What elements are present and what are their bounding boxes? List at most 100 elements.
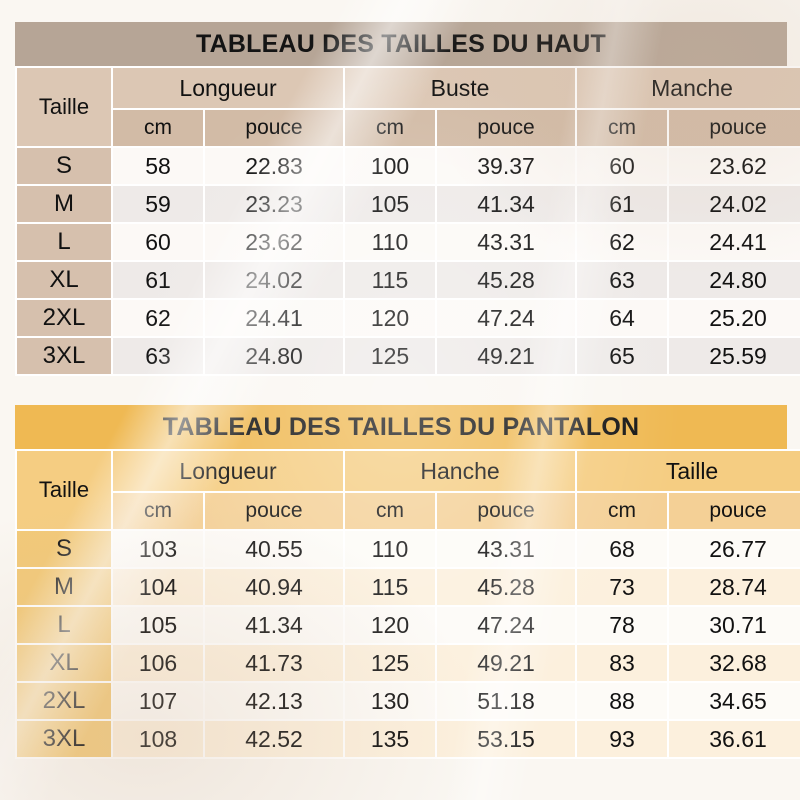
bottom-group-header-row: Taille Longueur Hanche Taille — [15, 449, 800, 531]
cell-longueur-pouce: 23.23 — [202, 184, 346, 224]
row-size-label: S — [15, 146, 113, 186]
row-size-label: M — [15, 567, 113, 607]
cell-manche-cm: 65 — [575, 336, 670, 376]
bottom-size-chart: TABLEAU DES TAILLES DU PANTALON Taille L… — [15, 405, 800, 759]
cell-longueur-cm: 103 — [111, 529, 205, 569]
bottom-group-header-hanche: Hanche — [343, 449, 578, 493]
row-size-label: 3XL — [15, 336, 113, 376]
top-header-taille: Taille — [15, 66, 113, 148]
cell-taille-cm: 83 — [575, 643, 670, 683]
cell-longueur-pouce: 40.55 — [202, 529, 346, 569]
bottom-unit-longueur-cm: cm — [111, 491, 205, 531]
cell-longueur-cm: 107 — [111, 681, 205, 721]
top-size-table: Taille Longueur Buste Manche cm pouce cm… — [15, 66, 800, 376]
cell-longueur-cm: 105 — [111, 605, 205, 645]
cell-manche-cm: 64 — [575, 298, 670, 338]
top-table-head: Taille Longueur Buste Manche cm pouce cm… — [15, 66, 800, 148]
cell-hanche-cm: 110 — [343, 529, 438, 569]
cell-hanche-cm: 130 — [343, 681, 438, 721]
cell-hanche-pouce: 45.28 — [435, 567, 578, 607]
table-row: M 59 23.23 105 41.34 61 24.02 — [15, 184, 800, 224]
top-unit-buste-cm: cm — [343, 108, 438, 148]
cell-manche-cm: 61 — [575, 184, 670, 224]
table-row: 2XL 107 42.13 130 51.18 88 34.65 — [15, 681, 800, 721]
cell-longueur-cm: 106 — [111, 643, 205, 683]
cell-manche-pouce: 24.02 — [667, 184, 800, 224]
cell-longueur-pouce: 41.73 — [202, 643, 346, 683]
cell-longueur-pouce: 24.02 — [202, 260, 346, 300]
cell-manche-pouce: 24.80 — [667, 260, 800, 300]
top-unit-buste-pouce: pouce — [435, 108, 578, 148]
table-row: XL 106 41.73 125 49.21 83 32.68 — [15, 643, 800, 683]
cell-taille-pouce: 34.65 — [667, 681, 800, 721]
cell-buste-pouce: 45.28 — [435, 260, 578, 300]
cell-taille-cm: 68 — [575, 529, 670, 569]
bottom-unit-hanche-cm: cm — [343, 491, 438, 531]
table-row: 3XL 63 24.80 125 49.21 65 25.59 — [15, 336, 800, 376]
cell-longueur-pouce: 41.34 — [202, 605, 346, 645]
cell-longueur-pouce: 24.80 — [202, 336, 346, 376]
row-size-label: 2XL — [15, 681, 113, 721]
row-size-label: 3XL — [15, 719, 113, 759]
bottom-group-header-longueur: Longueur — [110, 449, 346, 493]
cell-manche-cm: 63 — [575, 260, 670, 300]
cell-longueur-pouce: 42.13 — [202, 681, 346, 721]
cell-taille-cm: 73 — [575, 567, 670, 607]
cell-hanche-pouce: 47.24 — [435, 605, 578, 645]
bottom-chart-title: TABLEAU DES TAILLES DU PANTALON — [15, 405, 787, 449]
cell-hanche-cm: 115 — [343, 567, 438, 607]
cell-buste-pouce: 41.34 — [435, 184, 578, 224]
cell-hanche-pouce: 53.15 — [435, 719, 578, 759]
row-size-label: S — [15, 529, 113, 569]
cell-buste-pouce: 47.24 — [435, 298, 578, 338]
cell-taille-cm: 88 — [575, 681, 670, 721]
cell-buste-cm: 125 — [343, 336, 438, 376]
cell-longueur-cm: 58 — [111, 146, 205, 186]
bottom-table-head: Taille Longueur Hanche Taille cm pouce c… — [15, 449, 800, 531]
table-row: XL 61 24.02 115 45.28 63 24.80 — [15, 260, 800, 300]
table-row: L 105 41.34 120 47.24 78 30.71 — [15, 605, 800, 645]
cell-buste-pouce: 43.31 — [435, 222, 578, 262]
cell-longueur-cm: 61 — [111, 260, 205, 300]
top-chart-title: TABLEAU DES TAILLES DU HAUT — [15, 22, 787, 66]
cell-longueur-pouce: 23.62 — [202, 222, 346, 262]
cell-buste-cm: 110 — [343, 222, 438, 262]
top-unit-longueur-pouce: pouce — [202, 108, 346, 148]
bottom-header-taille: Taille — [15, 449, 113, 531]
row-size-label: XL — [15, 260, 113, 300]
bottom-unit-taille-pouce: pouce — [667, 491, 800, 531]
cell-manche-pouce: 25.59 — [667, 336, 800, 376]
cell-taille-pouce: 32.68 — [667, 643, 800, 683]
table-row: L 60 23.62 110 43.31 62 24.41 — [15, 222, 800, 262]
cell-longueur-cm: 104 — [111, 567, 205, 607]
cell-longueur-cm: 63 — [111, 336, 205, 376]
bottom-unit-longueur-pouce: pouce — [202, 491, 346, 531]
row-size-label: L — [15, 222, 113, 262]
top-group-header-manche: Manche — [575, 66, 800, 110]
bottom-group-header-taille: Taille — [575, 449, 800, 493]
top-table-body: S 58 22.83 100 39.37 60 23.62 M 59 23.23… — [15, 146, 800, 376]
table-row: 3XL 108 42.52 135 53.15 93 36.61 — [15, 719, 800, 759]
cell-taille-pouce: 30.71 — [667, 605, 800, 645]
cell-taille-pouce: 28.74 — [667, 567, 800, 607]
cell-manche-cm: 62 — [575, 222, 670, 262]
top-unit-manche-pouce: pouce — [667, 108, 800, 148]
table-row: S 58 22.83 100 39.37 60 23.62 — [15, 146, 800, 186]
top-unit-longueur-cm: cm — [111, 108, 205, 148]
table-row: M 104 40.94 115 45.28 73 28.74 — [15, 567, 800, 607]
top-group-header-buste: Buste — [343, 66, 578, 110]
cell-hanche-cm: 120 — [343, 605, 438, 645]
bottom-table-body: S 103 40.55 110 43.31 68 26.77 M 104 40.… — [15, 529, 800, 759]
cell-manche-cm: 60 — [575, 146, 670, 186]
cell-hanche-cm: 135 — [343, 719, 438, 759]
cell-taille-cm: 78 — [575, 605, 670, 645]
table-row: S 103 40.55 110 43.31 68 26.77 — [15, 529, 800, 569]
cell-longueur-cm: 59 — [111, 184, 205, 224]
row-size-label: 2XL — [15, 298, 113, 338]
cell-longueur-pouce: 40.94 — [202, 567, 346, 607]
cell-taille-cm: 93 — [575, 719, 670, 759]
cell-longueur-cm: 62 — [111, 298, 205, 338]
row-size-label: M — [15, 184, 113, 224]
cell-longueur-pouce: 42.52 — [202, 719, 346, 759]
cell-hanche-pouce: 51.18 — [435, 681, 578, 721]
